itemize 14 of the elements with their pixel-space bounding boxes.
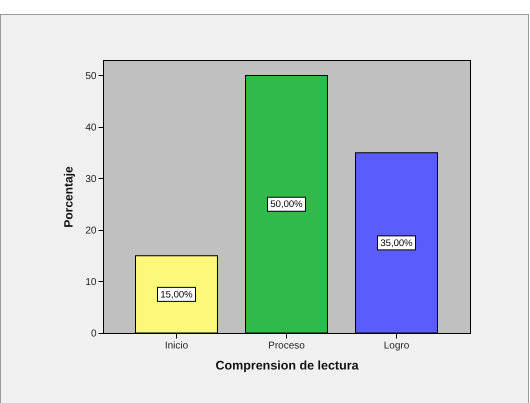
y-axis-title: Porcentaje [61, 166, 76, 228]
x-tick-label: Logro [384, 340, 410, 352]
y-tick-label: 20 [85, 225, 97, 236]
y-tick-label: 40 [85, 122, 97, 134]
x-tick-label: Proceso [268, 340, 306, 352]
data-label: 15,00% [160, 289, 194, 300]
y-tick-label: 0 [90, 328, 97, 340]
y-tick-label: 30 [85, 174, 97, 185]
data-label: 50,00% [270, 199, 304, 210]
y-tick-label: 50 [85, 70, 97, 82]
x-tick-label: Inicio [164, 340, 189, 352]
x-axis-title: Comprension de lectura [215, 358, 360, 372]
y-tick-label: 10 [85, 276, 97, 288]
data-label: 35,00% [380, 238, 414, 249]
